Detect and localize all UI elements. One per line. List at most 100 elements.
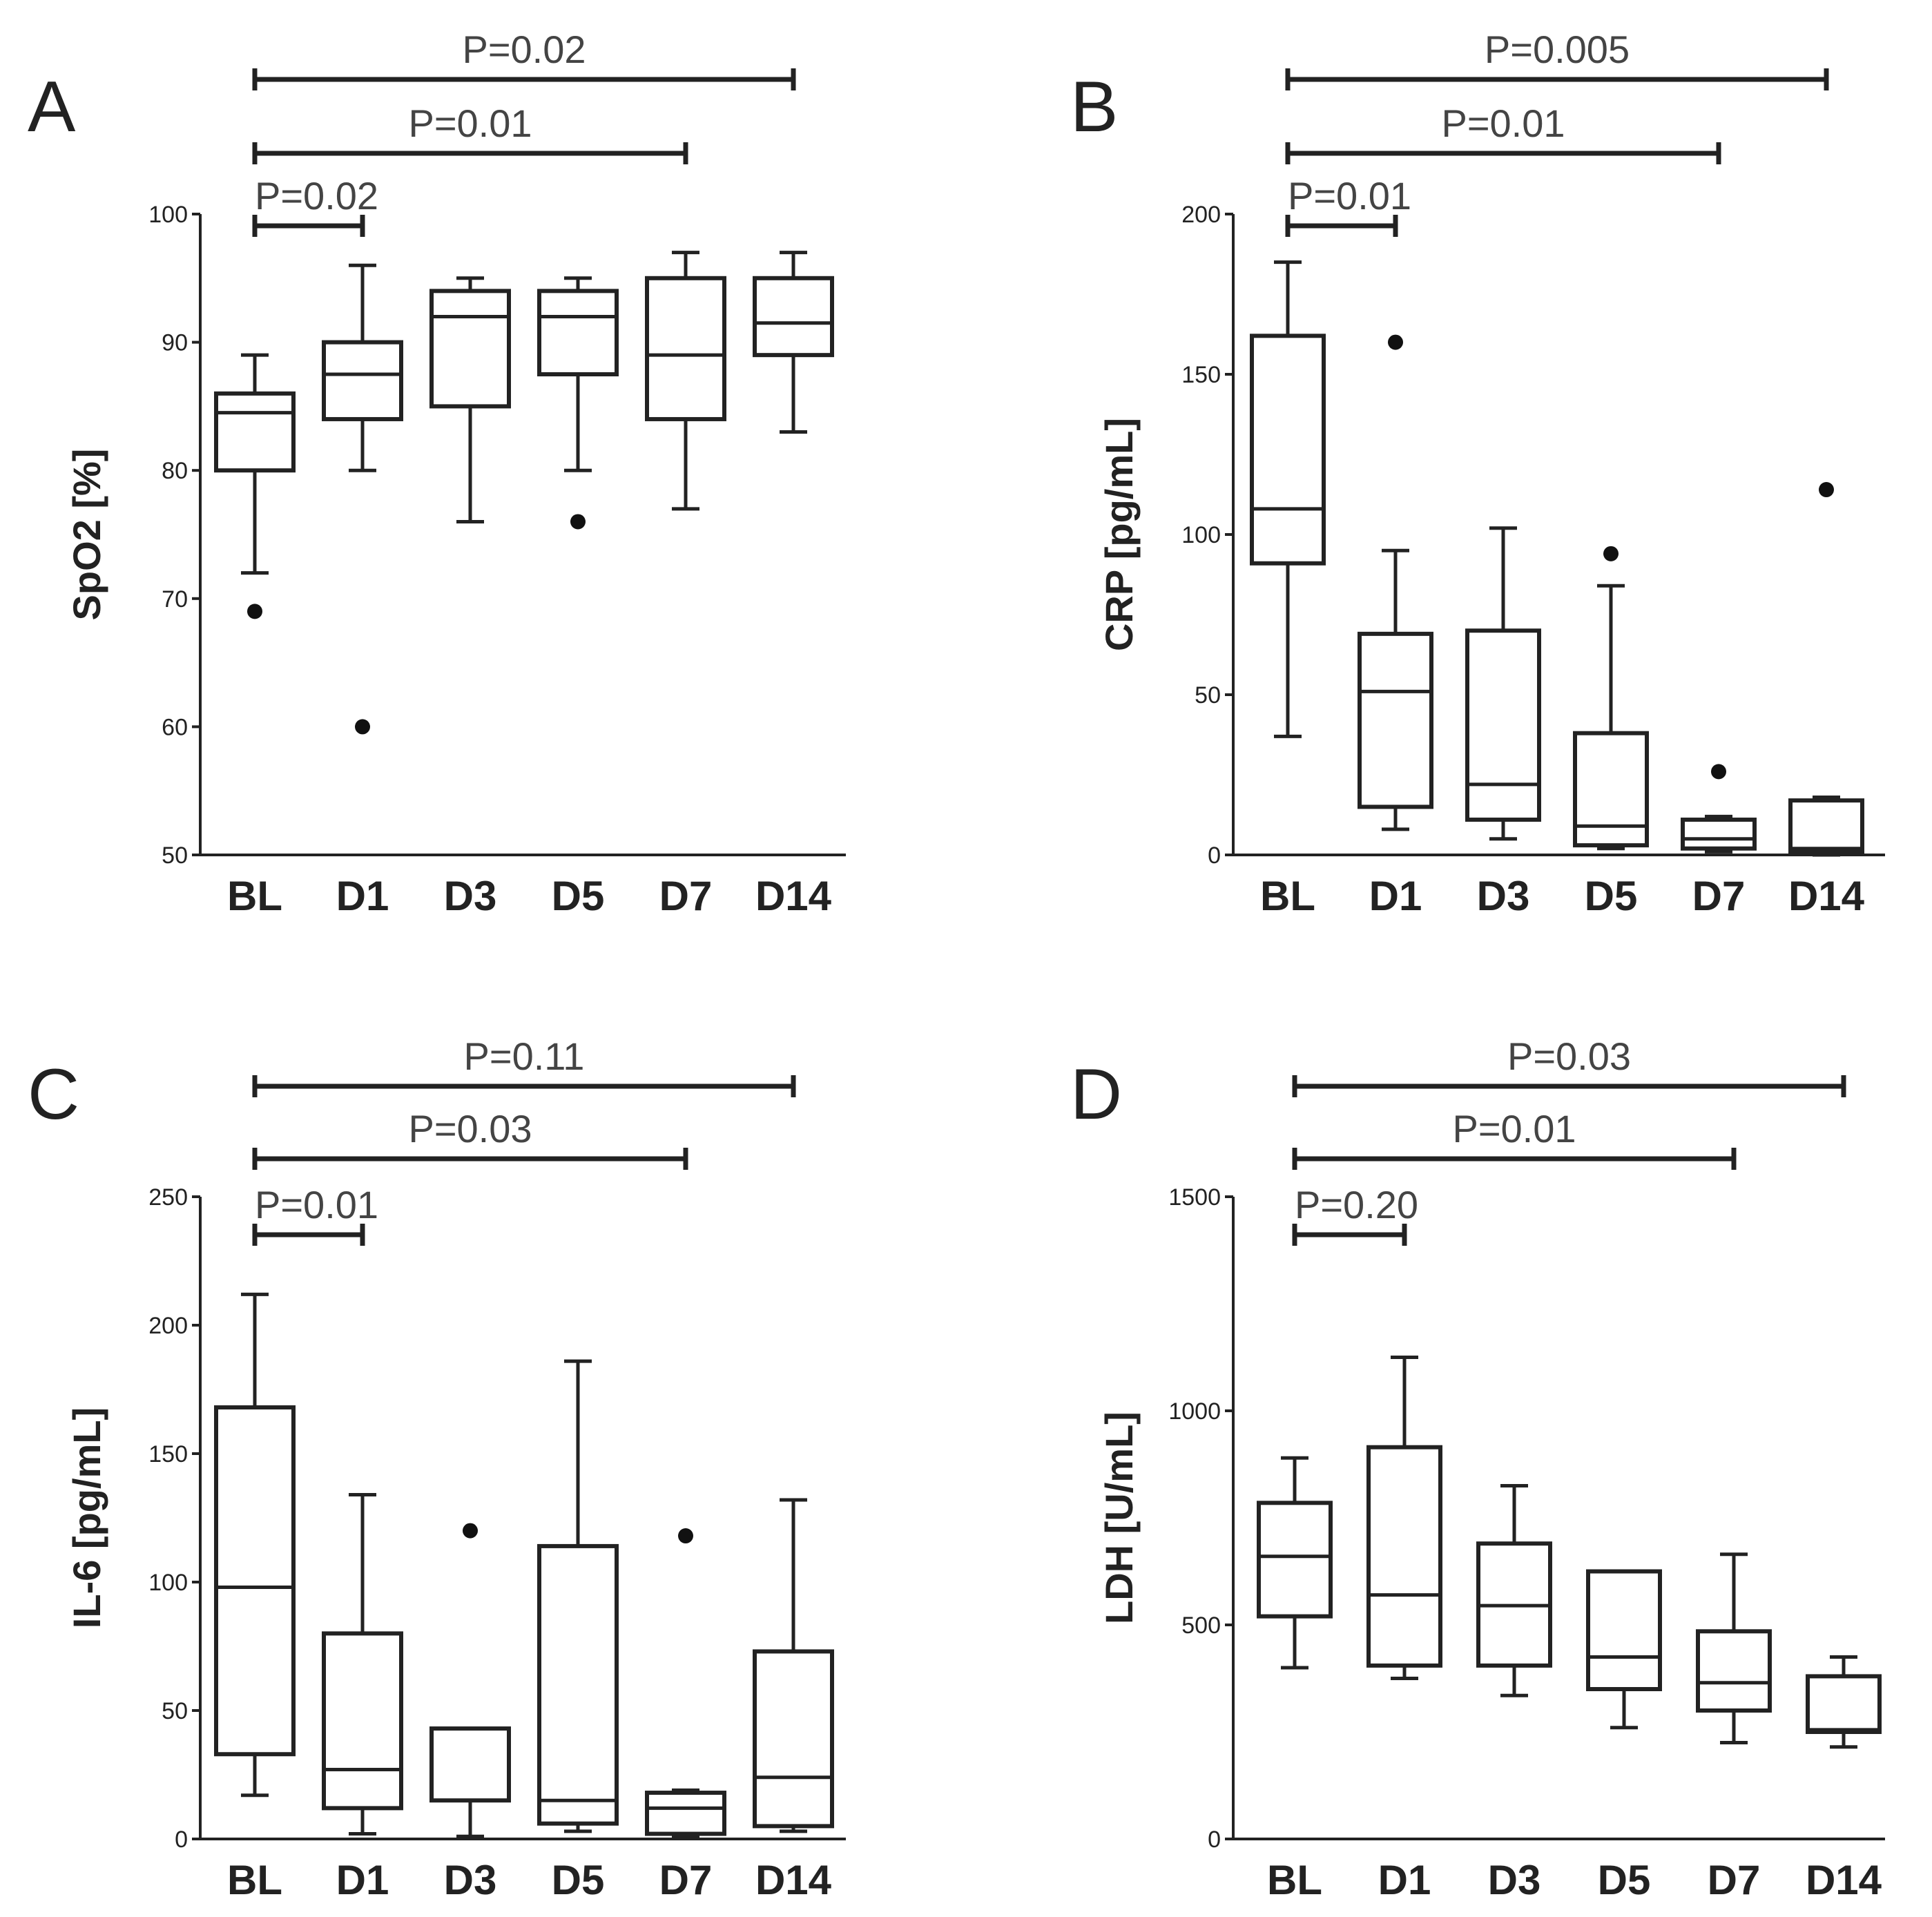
box-d7 xyxy=(1696,1552,1772,1744)
p-value-label: P=0.03 xyxy=(408,1107,532,1150)
box-d5 xyxy=(537,276,619,530)
y-tick-label: 1000 xyxy=(1168,1398,1221,1425)
outlier-point xyxy=(1388,334,1403,350)
x-tick-label: BL xyxy=(227,873,282,919)
y-tick-label: 150 xyxy=(1181,362,1221,388)
y-axis-title: SpO2 [%] xyxy=(65,449,108,621)
y-tick-label: 150 xyxy=(148,1441,188,1467)
x-tick-label: D5 xyxy=(552,873,605,919)
x-tick-label: D5 xyxy=(552,1857,605,1903)
box-d14 xyxy=(1806,1655,1882,1749)
box-bl xyxy=(1257,1456,1333,1670)
box-bl xyxy=(214,353,296,619)
iqr-box xyxy=(214,1405,296,1757)
outlier-point xyxy=(678,1528,693,1544)
box-d14 xyxy=(753,251,834,434)
panel-c: C 0 50 100 150 200 250 IL-6 [pg/mL] BL D1 D3 D5 D7 D1… xyxy=(28,1034,846,1903)
box-bl xyxy=(214,1292,296,1798)
x-tick-label: D1 xyxy=(336,873,389,919)
significance-bracket: P=0.02 xyxy=(252,174,378,237)
iqr-box xyxy=(1257,1501,1333,1619)
y-tick-label: 100 xyxy=(1181,522,1221,548)
x-tick-label: BL xyxy=(1260,873,1315,919)
box-d3 xyxy=(1476,1484,1552,1697)
iqr-box xyxy=(214,391,296,473)
x-tick-label: D7 xyxy=(659,1857,713,1903)
y-axis-title: LDH [U/mL] xyxy=(1097,1412,1141,1624)
significance-bracket: P=0.11 xyxy=(252,1034,796,1097)
y-tick-label: 0 xyxy=(1208,842,1221,869)
y-tick-label: 1500 xyxy=(1168,1184,1221,1211)
iqr-box xyxy=(753,1649,834,1829)
iqr-box xyxy=(1681,817,1757,851)
y-tick-label: 60 xyxy=(162,714,188,740)
y-tick-label: 100 xyxy=(148,202,188,228)
p-value-label: P=0.02 xyxy=(462,28,586,71)
iqr-box xyxy=(1358,631,1433,809)
outlier-point xyxy=(1603,546,1619,561)
panel-letter: D xyxy=(1070,1054,1122,1135)
x-tick-label: D3 xyxy=(1488,1857,1541,1903)
outlier-point xyxy=(463,1523,478,1539)
x-tick-label: D5 xyxy=(1585,873,1638,919)
iqr-box xyxy=(537,289,619,376)
y-tick-label: 250 xyxy=(148,1184,188,1211)
box-d3 xyxy=(1465,526,1541,841)
x-tick-label: D1 xyxy=(1378,1857,1431,1903)
x-tick-label: D5 xyxy=(1598,1857,1651,1903)
significance-bracket: P=0.01 xyxy=(1285,174,1411,237)
y-tick-label: 500 xyxy=(1181,1612,1221,1639)
p-value-label: P=0.20 xyxy=(1295,1183,1418,1226)
panel-letter: C xyxy=(28,1054,79,1135)
significance-bracket: P=0.01 xyxy=(1292,1107,1737,1170)
x-tick-label: BL xyxy=(1267,1857,1322,1903)
iqr-box xyxy=(645,1791,726,1836)
outlier-point xyxy=(570,514,586,530)
p-value-label: P=0.01 xyxy=(1441,102,1565,145)
significance-bracket: P=0.01 xyxy=(252,1183,378,1246)
x-tick-label: D7 xyxy=(1708,1857,1761,1903)
iqr-box xyxy=(322,1631,403,1811)
box-d5 xyxy=(1573,546,1649,851)
y-tick-label: 200 xyxy=(148,1313,188,1339)
box-d5 xyxy=(537,1359,619,1833)
x-tick-label: D3 xyxy=(444,873,497,919)
p-value-label: P=0.03 xyxy=(1507,1034,1631,1078)
iqr-box xyxy=(1465,628,1541,822)
significance-bracket: P=0.03 xyxy=(1292,1034,1846,1097)
p-value-label: P=0.01 xyxy=(1288,174,1411,218)
p-value-label: P=0.11 xyxy=(464,1034,585,1078)
iqr-box xyxy=(429,289,511,409)
box-d7 xyxy=(645,1528,726,1838)
outlier-point xyxy=(1711,764,1726,780)
box-d3 xyxy=(429,276,511,523)
x-tick-label: D1 xyxy=(336,1857,389,1903)
x-tick-label: D14 xyxy=(1806,1857,1882,1903)
iqr-box xyxy=(1788,798,1864,854)
y-tick-label: 80 xyxy=(162,458,188,484)
box-d7 xyxy=(1681,764,1757,854)
box-d7 xyxy=(645,251,726,511)
iqr-box xyxy=(537,1543,619,1826)
outlier-point xyxy=(355,719,370,735)
box-d5 xyxy=(1586,1569,1662,1730)
y-axis-title: IL-6 [pg/mL] xyxy=(65,1407,108,1628)
x-tick-label: D7 xyxy=(659,873,713,919)
x-tick-label: D14 xyxy=(755,1857,832,1903)
x-tick-label: D3 xyxy=(1477,873,1530,919)
iqr-box xyxy=(753,276,834,358)
p-value-label: P=0.005 xyxy=(1485,28,1630,71)
box-d3 xyxy=(429,1523,511,1838)
y-tick-label: 200 xyxy=(1181,202,1221,228)
p-value-label: P=0.01 xyxy=(1452,1107,1576,1150)
iqr-box xyxy=(1366,1445,1442,1668)
x-tick-label: D14 xyxy=(755,873,832,919)
box-d14 xyxy=(1788,482,1864,857)
x-tick-label: D14 xyxy=(1788,873,1865,919)
x-tick-label: D1 xyxy=(1369,873,1422,919)
panel-letter: A xyxy=(28,67,76,147)
x-tick-label: BL xyxy=(227,1857,282,1903)
significance-bracket: P=0.02 xyxy=(252,28,796,90)
iqr-box xyxy=(1696,1629,1772,1713)
